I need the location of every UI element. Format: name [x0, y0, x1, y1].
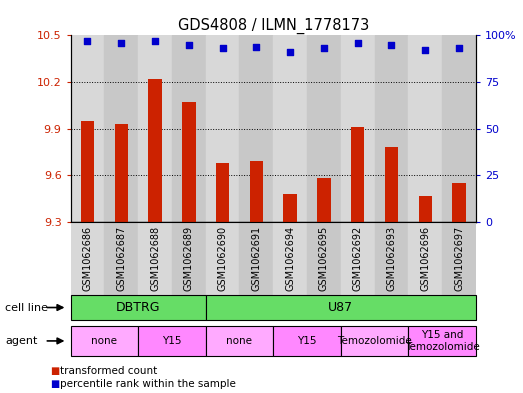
- Bar: [341, 222, 374, 295]
- Point: [455, 45, 463, 51]
- Bar: [307, 222, 341, 295]
- Bar: [206, 326, 273, 356]
- Bar: [172, 35, 206, 222]
- Text: GSM1062692: GSM1062692: [353, 226, 363, 291]
- Text: GSM1062696: GSM1062696: [420, 226, 430, 291]
- Bar: [115, 124, 128, 222]
- Bar: [341, 326, 408, 356]
- Bar: [452, 183, 466, 222]
- Bar: [240, 222, 273, 295]
- Bar: [374, 222, 408, 295]
- Text: transformed count: transformed count: [60, 366, 157, 376]
- Text: GSM1062697: GSM1062697: [454, 226, 464, 291]
- Bar: [385, 147, 398, 222]
- Bar: [408, 326, 476, 356]
- Point: [388, 42, 396, 48]
- Bar: [273, 222, 307, 295]
- Bar: [374, 35, 408, 222]
- Bar: [138, 35, 172, 222]
- Point: [117, 40, 126, 46]
- Text: GSM1062690: GSM1062690: [218, 226, 228, 291]
- Text: ■: ■: [50, 379, 60, 389]
- Text: cell line: cell line: [5, 303, 48, 312]
- Bar: [240, 35, 273, 222]
- Bar: [307, 35, 341, 222]
- Text: GSM1062694: GSM1062694: [285, 226, 295, 291]
- Text: GSM1062695: GSM1062695: [319, 226, 329, 291]
- Bar: [418, 196, 432, 222]
- Text: GSM1062689: GSM1062689: [184, 226, 194, 291]
- Bar: [273, 35, 307, 222]
- Bar: [149, 79, 162, 222]
- Bar: [138, 222, 172, 295]
- Bar: [206, 35, 240, 222]
- Bar: [283, 194, 297, 222]
- Bar: [71, 222, 105, 295]
- Text: GSM1062691: GSM1062691: [252, 226, 262, 291]
- Text: agent: agent: [5, 336, 38, 346]
- Point: [185, 42, 193, 48]
- Bar: [105, 35, 138, 222]
- Bar: [206, 295, 476, 320]
- Bar: [172, 222, 206, 295]
- Text: GSM1062693: GSM1062693: [386, 226, 396, 291]
- Bar: [341, 35, 374, 222]
- Text: percentile rank within the sample: percentile rank within the sample: [60, 379, 236, 389]
- Bar: [105, 222, 138, 295]
- Point: [83, 38, 92, 44]
- Text: none: none: [92, 336, 117, 346]
- Bar: [442, 222, 476, 295]
- Bar: [71, 35, 105, 222]
- Text: GSM1062687: GSM1062687: [116, 226, 126, 291]
- Point: [320, 45, 328, 51]
- Bar: [71, 295, 206, 320]
- Bar: [408, 35, 442, 222]
- Bar: [206, 222, 240, 295]
- Title: GDS4808 / ILMN_1778173: GDS4808 / ILMN_1778173: [178, 18, 369, 34]
- Bar: [317, 178, 331, 222]
- Text: Temozolomide: Temozolomide: [337, 336, 412, 346]
- Bar: [249, 162, 263, 222]
- Text: Y15: Y15: [162, 336, 181, 346]
- Bar: [273, 326, 341, 356]
- Point: [421, 47, 429, 53]
- Bar: [138, 326, 206, 356]
- Text: DBTRG: DBTRG: [116, 301, 161, 314]
- Point: [354, 40, 362, 46]
- Bar: [442, 35, 476, 222]
- Text: none: none: [226, 336, 253, 346]
- Text: ■: ■: [50, 366, 60, 376]
- Bar: [71, 326, 138, 356]
- Text: GSM1062688: GSM1062688: [150, 226, 160, 291]
- Point: [219, 45, 227, 51]
- Text: GSM1062686: GSM1062686: [83, 226, 93, 291]
- Point: [252, 44, 260, 50]
- Text: U87: U87: [328, 301, 354, 314]
- Bar: [216, 163, 230, 222]
- Bar: [182, 102, 196, 222]
- Text: Y15: Y15: [297, 336, 317, 346]
- Text: Y15 and
Temozolomide: Y15 and Temozolomide: [405, 330, 480, 352]
- Point: [286, 49, 294, 55]
- Bar: [408, 222, 442, 295]
- Bar: [351, 127, 365, 222]
- Bar: [81, 121, 94, 222]
- Point: [151, 38, 159, 44]
